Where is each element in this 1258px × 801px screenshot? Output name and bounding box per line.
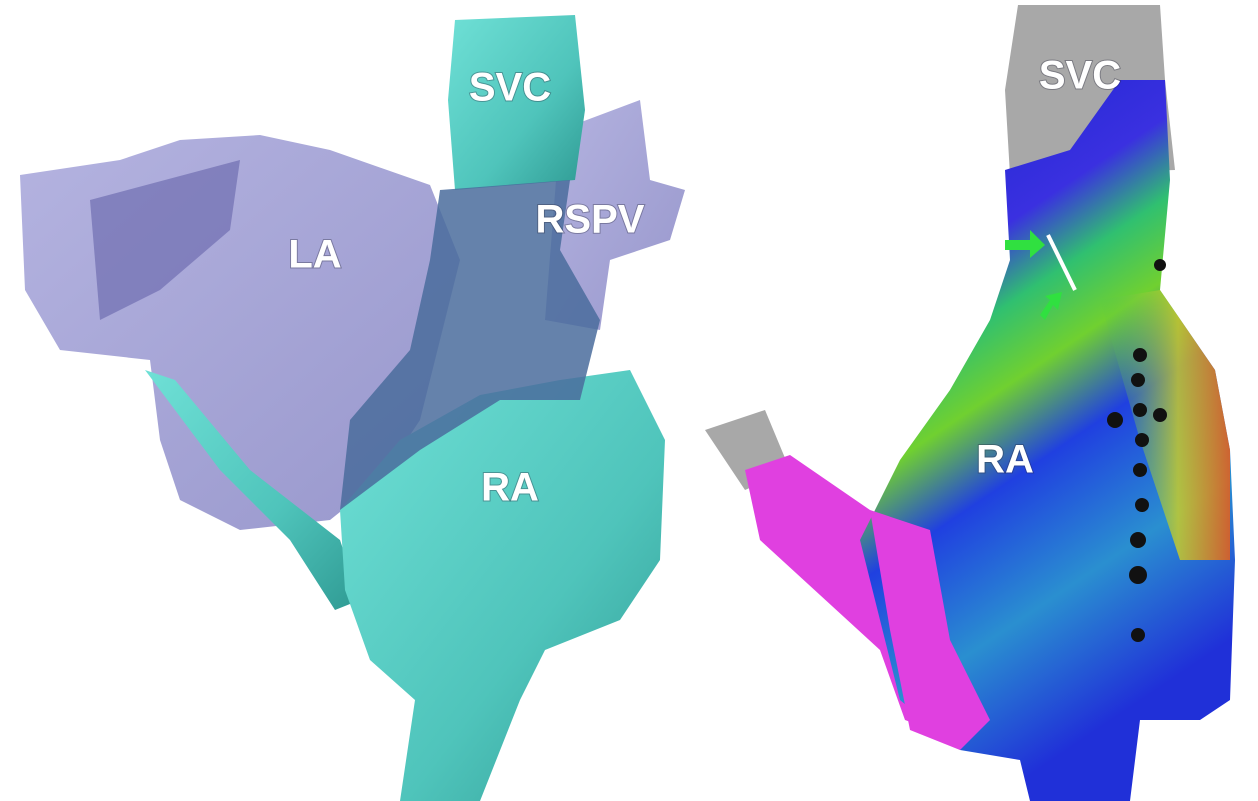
- figure: SVC LA RSPV RA SVC RA: [0, 0, 1258, 801]
- label: RSPV: [536, 198, 645, 242]
- label: LA: [288, 233, 341, 277]
- right-panel: SVC RA: [705, 5, 1235, 801]
- left-panel: SVC LA RSPV RA: [20, 15, 685, 801]
- label: SVC: [469, 66, 551, 110]
- label: RA: [976, 438, 1034, 482]
- label: SVC: [1039, 54, 1121, 98]
- label: RA: [481, 466, 539, 510]
- page: SVC LA RSPV RA SVC RA (() => { const dat…: [0, 0, 1258, 801]
